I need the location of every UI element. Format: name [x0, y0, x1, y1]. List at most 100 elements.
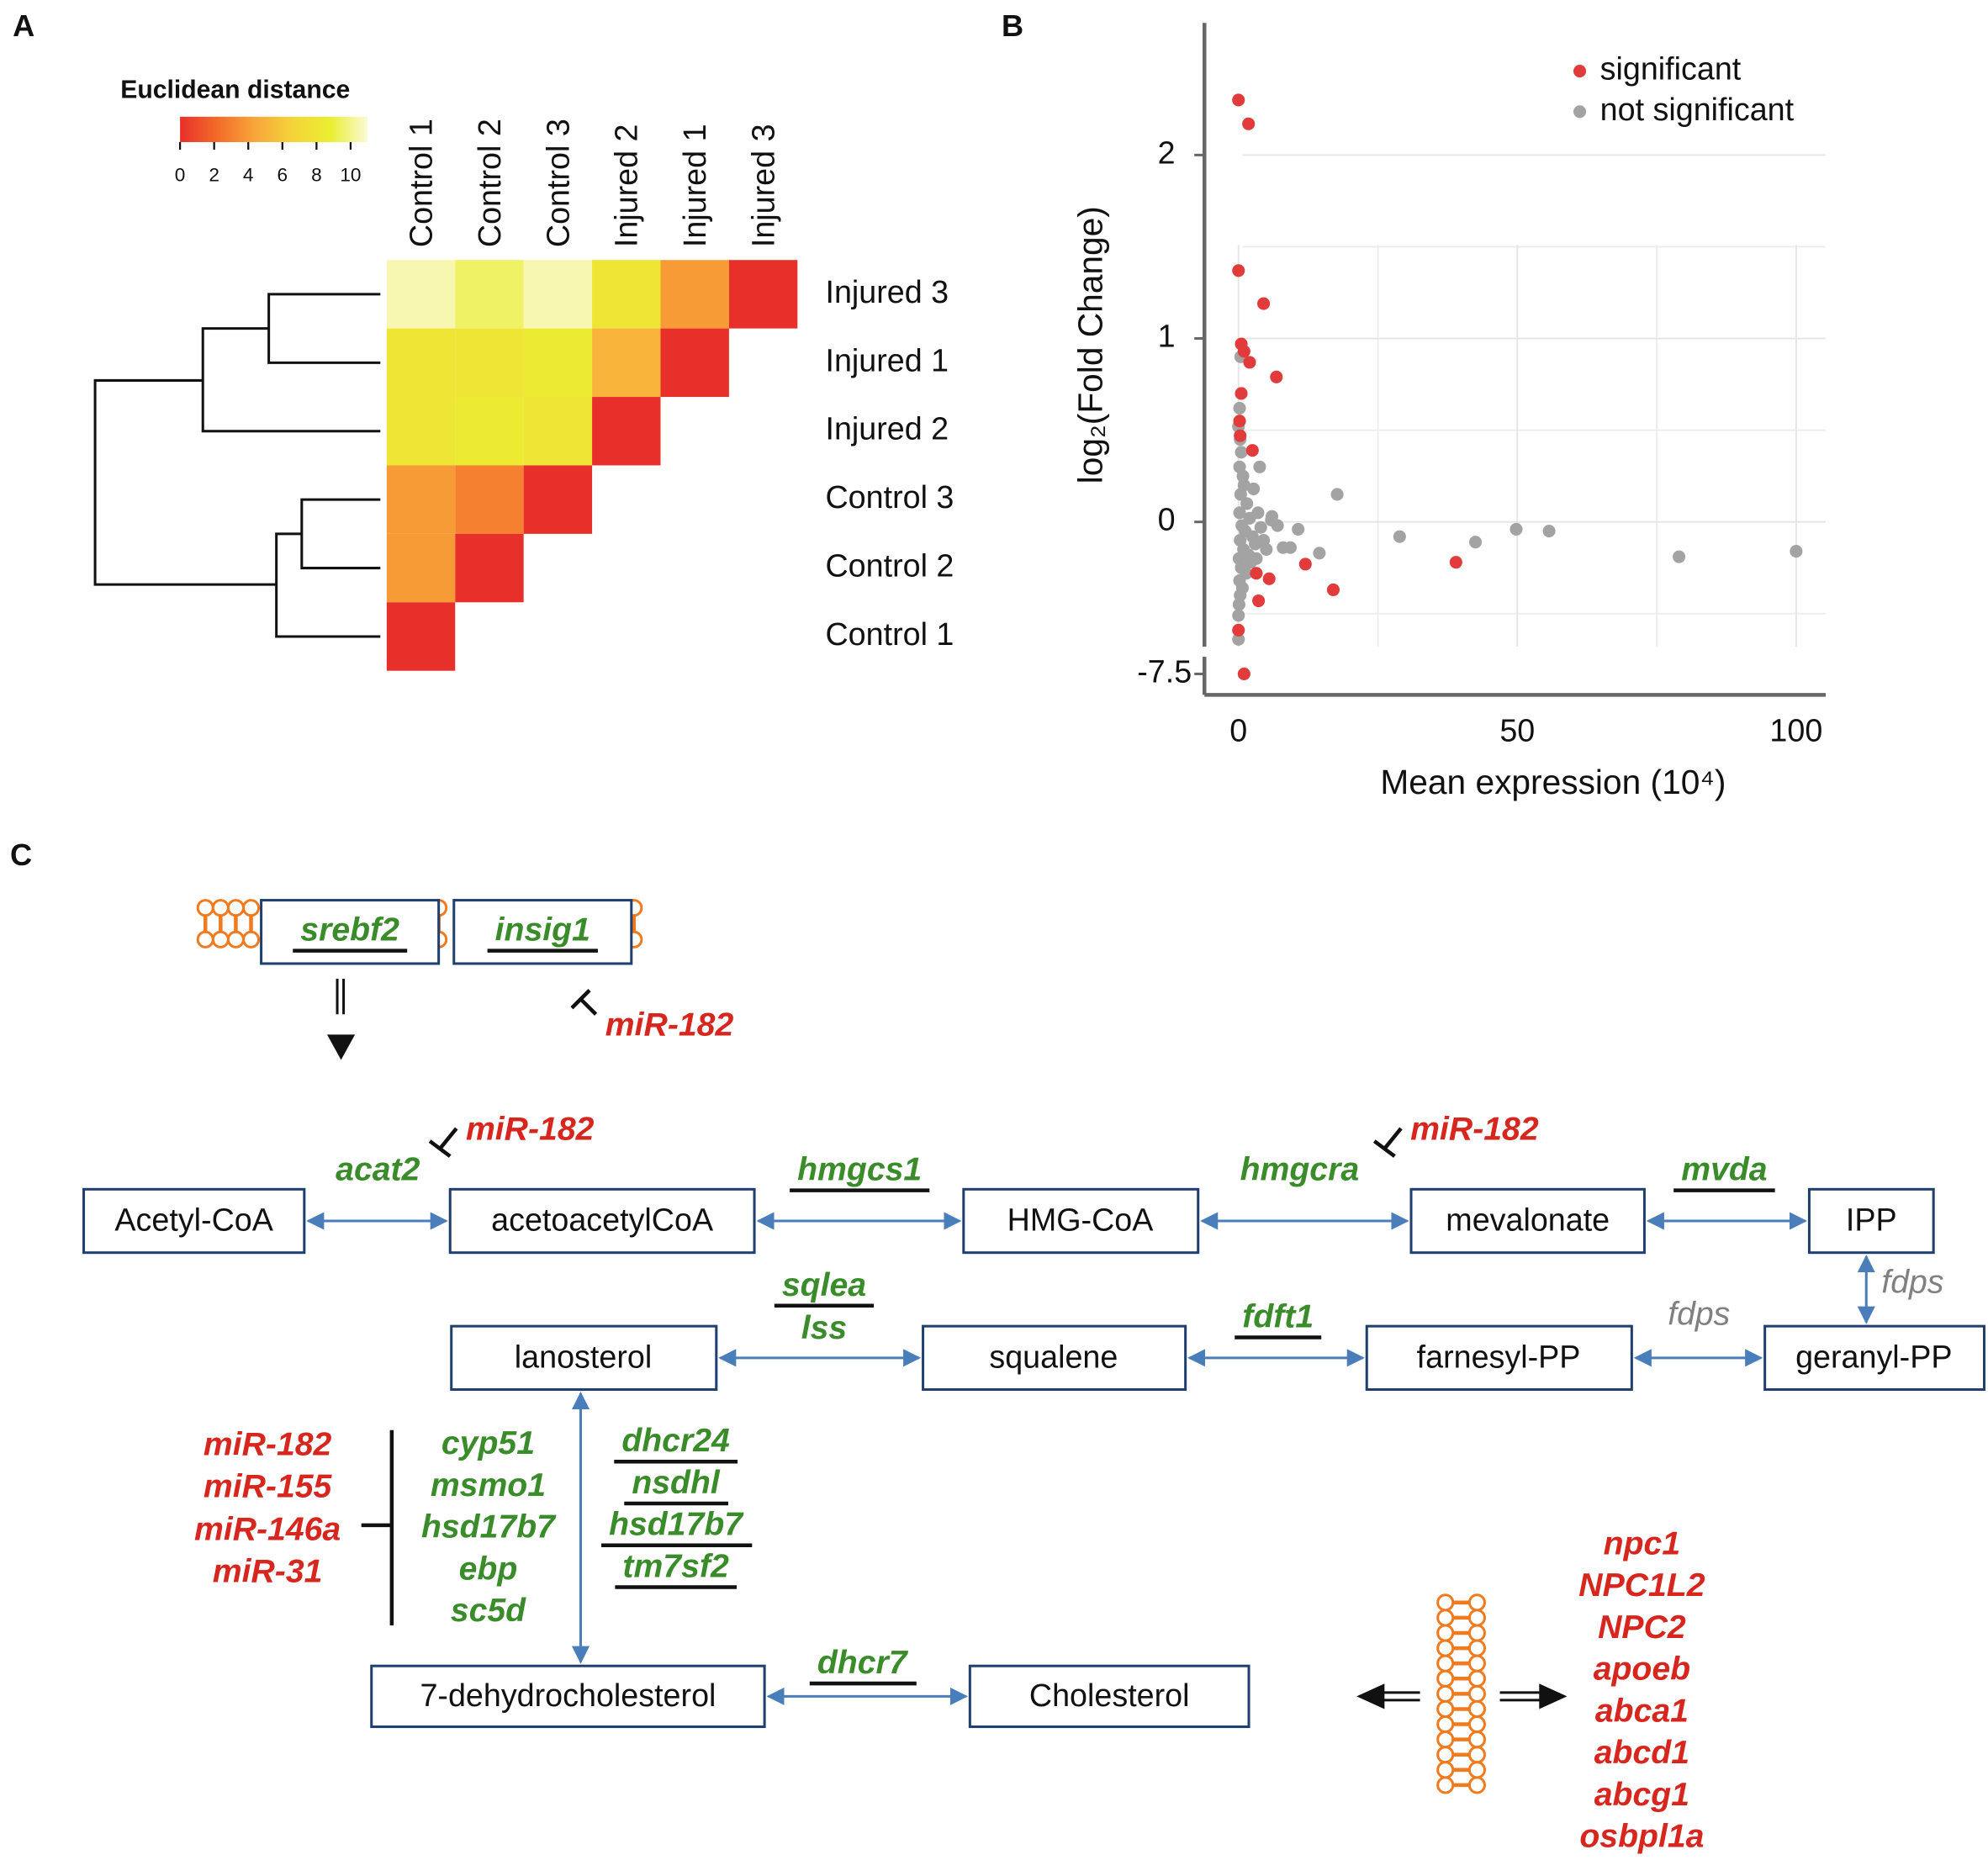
lipid-head	[1467, 1776, 1486, 1794]
point	[1235, 387, 1248, 400]
point	[1232, 632, 1245, 646]
node-label: lanosterol	[515, 1339, 652, 1374]
column-label: Injured 2	[609, 124, 644, 247]
row-label: Control 2	[825, 548, 954, 584]
transport-gene: abcd1	[1594, 1735, 1689, 1771]
x-axis-title: Mean expression (10⁴)	[1380, 763, 1726, 801]
mirna: miR-182	[466, 1111, 595, 1147]
gene: hsd17b7	[609, 1507, 744, 1543]
point	[1232, 93, 1245, 107]
point	[1326, 583, 1340, 596]
node-label: HMG-CoA	[1007, 1202, 1155, 1237]
point	[1247, 482, 1261, 495]
lipid-head	[1467, 1731, 1486, 1749]
heatmap-cell	[386, 397, 456, 466]
point	[1232, 609, 1245, 622]
lipid-head	[226, 899, 245, 917]
gene-box	[260, 899, 441, 965]
node-label: acetoacetylCoA	[491, 1202, 714, 1237]
point	[1673, 550, 1686, 563]
heatmap-cell	[523, 465, 593, 534]
colorbar-title: Euclidean distance	[120, 77, 350, 104]
point	[1233, 506, 1246, 520]
panel-label: A	[13, 8, 34, 43]
point	[1393, 530, 1406, 543]
lipid-head	[1436, 1684, 1455, 1703]
enzyme: hmgcs1	[797, 1152, 922, 1188]
point	[1232, 264, 1245, 277]
y-tick-label: 2	[1158, 135, 1176, 170]
point	[1233, 415, 1246, 428]
dendrogram	[93, 293, 381, 638]
heatmap-cell	[660, 328, 729, 398]
row-label: Injured 3	[825, 274, 949, 309]
point	[1469, 536, 1483, 549]
enzyme: lss	[801, 1310, 847, 1346]
point	[1510, 522, 1523, 536]
point	[1292, 522, 1305, 536]
inhibition	[570, 989, 598, 1016]
lipid-head	[1467, 1609, 1486, 1627]
lipid-head	[226, 930, 245, 948]
x-tick-label: 0	[1229, 713, 1247, 748]
x-tick-label: 50	[1499, 713, 1535, 748]
point	[1243, 356, 1256, 369]
heatmap-cell	[386, 533, 456, 603]
node-label: farnesyl-PP	[1417, 1339, 1581, 1374]
mirna: miR-182	[1410, 1111, 1539, 1147]
lipid-head	[1436, 1746, 1455, 1764]
mirna: miR-182	[204, 1427, 332, 1463]
lipid-head	[1436, 1654, 1455, 1672]
point	[1270, 370, 1283, 383]
mirna: miR-146a	[194, 1512, 341, 1548]
point	[1250, 552, 1263, 565]
lipid-head	[1467, 1684, 1486, 1703]
column-label: Injured 1	[677, 124, 712, 247]
colorbar-tick-label: 4	[243, 165, 254, 186]
transport-gene: apoeb	[1594, 1651, 1690, 1688]
lipid-head	[1436, 1776, 1455, 1794]
point	[1265, 510, 1279, 523]
point	[1232, 623, 1245, 637]
point	[1232, 598, 1245, 611]
point	[1542, 525, 1556, 538]
row-label: Control 3	[825, 479, 954, 515]
gene-box	[452, 899, 633, 965]
point	[1449, 556, 1462, 569]
transport-gene: abcg1	[1594, 1777, 1689, 1813]
lipid-head	[211, 899, 230, 917]
lipid-head	[1436, 1715, 1455, 1734]
column-label: Control 1	[404, 119, 439, 247]
colorbar-tick-label: 8	[311, 165, 322, 186]
mirna: miR-31	[213, 1553, 323, 1589]
point	[1250, 567, 1263, 580]
enzyme: hmgcra	[1240, 1152, 1360, 1188]
point	[1283, 541, 1297, 554]
lipid-head	[1467, 1715, 1486, 1734]
heatmap-cell	[523, 397, 593, 466]
pathway-nodes	[82, 1187, 1985, 1729]
mirna: miR-182	[605, 1007, 734, 1044]
enzyme: fdps	[1668, 1296, 1730, 1332]
point	[1262, 572, 1276, 585]
point	[1330, 488, 1344, 501]
y-axis-title: log₂(Fold Change)	[1071, 206, 1109, 483]
point	[1237, 667, 1250, 680]
gene: srebf2	[300, 912, 399, 948]
lipid-head	[1436, 1669, 1455, 1688]
point	[1245, 444, 1259, 457]
node-label: Cholesterol	[1029, 1678, 1190, 1713]
lipid-head	[1467, 1669, 1486, 1688]
lipid-head	[1436, 1731, 1455, 1749]
enzyme: acat2	[336, 1152, 420, 1188]
transport-genes: npc1 NPC1L2 NPC2 apoeb abca1 abcd1 abcg1 osbpl1…	[1578, 1525, 1705, 1854]
point	[1237, 345, 1250, 358]
enzyme: fdft1	[1242, 1298, 1314, 1334]
heatmap-cell	[455, 465, 524, 534]
inhibition	[361, 1429, 394, 1625]
heatmap-cell	[523, 260, 593, 329]
gene: hsd17b7	[421, 1509, 557, 1546]
point	[1233, 401, 1246, 415]
heatmap-cell	[592, 260, 661, 329]
